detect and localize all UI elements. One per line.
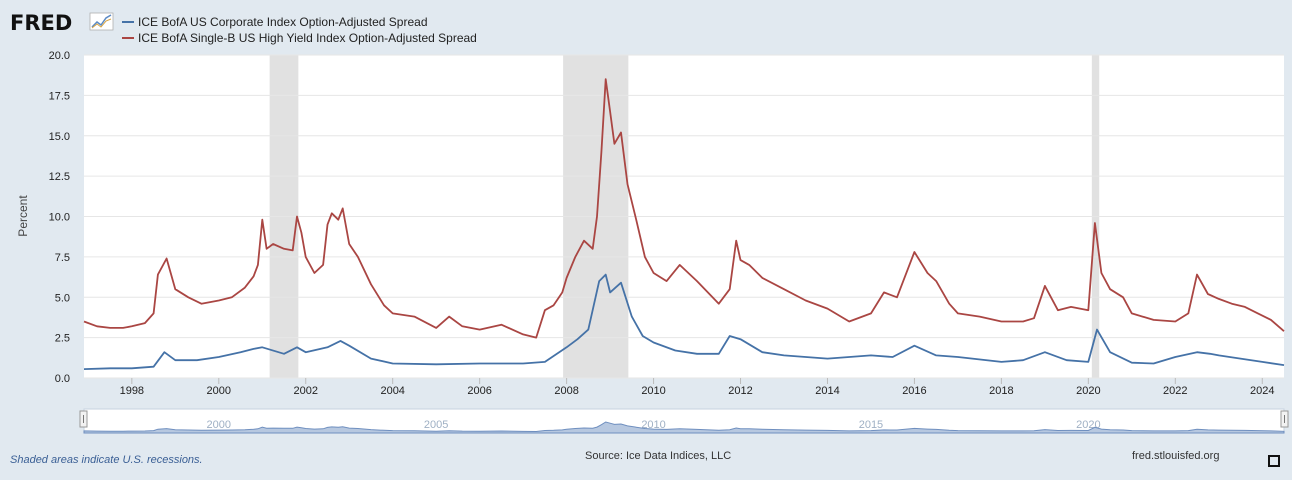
legend-label-high-yield[interactable]: ICE BofA Single-B US High Yield Index Op… xyxy=(138,31,477,45)
x-tick-label: 2022 xyxy=(1163,385,1187,397)
x-tick-label: 1998 xyxy=(120,385,144,397)
series-line-high-yield xyxy=(83,78,1285,339)
navigator-tick-labels: 2000 2005 2010 2015 2020 xyxy=(207,419,1101,431)
y-tick-label: 0.0 xyxy=(55,373,70,385)
gridlines xyxy=(84,54,1284,379)
x-tick-label: 2000 xyxy=(207,385,231,397)
x-tick-label: 2018 xyxy=(989,385,1013,397)
x-axis-ticks: 1998 2000 2002 2004 2006 2008 2010 2012 2014 2016… xyxy=(120,378,1275,397)
navigator-tick-label: 2015 xyxy=(859,419,883,431)
y-tick-label: 12.5 xyxy=(49,171,70,183)
x-tick-label: 2010 xyxy=(641,385,665,397)
fullscreen-corner xyxy=(1274,461,1280,467)
y-tick-label: 20.0 xyxy=(49,50,70,62)
fullscreen-icon[interactable] xyxy=(1268,455,1280,467)
legend-label-corporate[interactable]: ICE BofA US Corporate Index Option-Adjus… xyxy=(138,15,428,29)
site-link[interactable]: fred.stlouisfed.org xyxy=(1132,450,1220,462)
fred-logo[interactable]: FRED xyxy=(10,11,114,35)
series-lines xyxy=(83,78,1285,370)
x-tick-label: 2008 xyxy=(554,385,578,397)
legend: ICE BofA US Corporate Index Option-Adjus… xyxy=(122,15,477,45)
y-axis-ticks: 0.0 2.5 5.0 7.5 10.0 12.5 15.0 17.5 20.0 xyxy=(49,50,70,385)
navigator-tick-label: 2005 xyxy=(424,419,448,431)
x-tick-label: 2014 xyxy=(815,385,839,397)
logo-text: FRED xyxy=(10,11,72,35)
x-tick-label: 2012 xyxy=(728,385,752,397)
navigator[interactable]: 2000 2005 2010 2015 2020 xyxy=(79,408,1289,434)
source-text: Source: Ice Data Indices, LLC xyxy=(585,450,732,462)
y-tick-label: 2.5 xyxy=(55,333,70,345)
fullscreen-corner xyxy=(1268,461,1274,467)
y-axis-label: Percent xyxy=(16,195,30,237)
logo-graph-icon xyxy=(89,12,114,31)
x-tick-label: 2006 xyxy=(467,385,491,397)
navigator-tick-label: 2010 xyxy=(641,419,665,431)
x-tick-label: 2016 xyxy=(902,385,926,397)
y-tick-label: 10.0 xyxy=(49,212,70,224)
navigator-tick-label: 2000 xyxy=(207,419,231,431)
y-tick-label: 17.5 xyxy=(49,90,70,102)
fullscreen-corner xyxy=(1274,455,1280,461)
y-tick-label: 15.0 xyxy=(49,131,70,143)
x-tick-label: 2024 xyxy=(1250,385,1274,397)
series-line-corporate xyxy=(83,273,1285,370)
y-tick-label: 5.0 xyxy=(55,292,70,304)
fullscreen-corner xyxy=(1268,455,1274,461)
navigator-area xyxy=(83,421,1285,434)
x-tick-label: 2020 xyxy=(1076,385,1100,397)
y-tick-label: 7.5 xyxy=(55,252,70,264)
recession-note: Shaded areas indicate U.S. recessions. xyxy=(10,454,203,466)
x-tick-label: 2002 xyxy=(293,385,317,397)
x-tick-label: 2004 xyxy=(380,385,404,397)
